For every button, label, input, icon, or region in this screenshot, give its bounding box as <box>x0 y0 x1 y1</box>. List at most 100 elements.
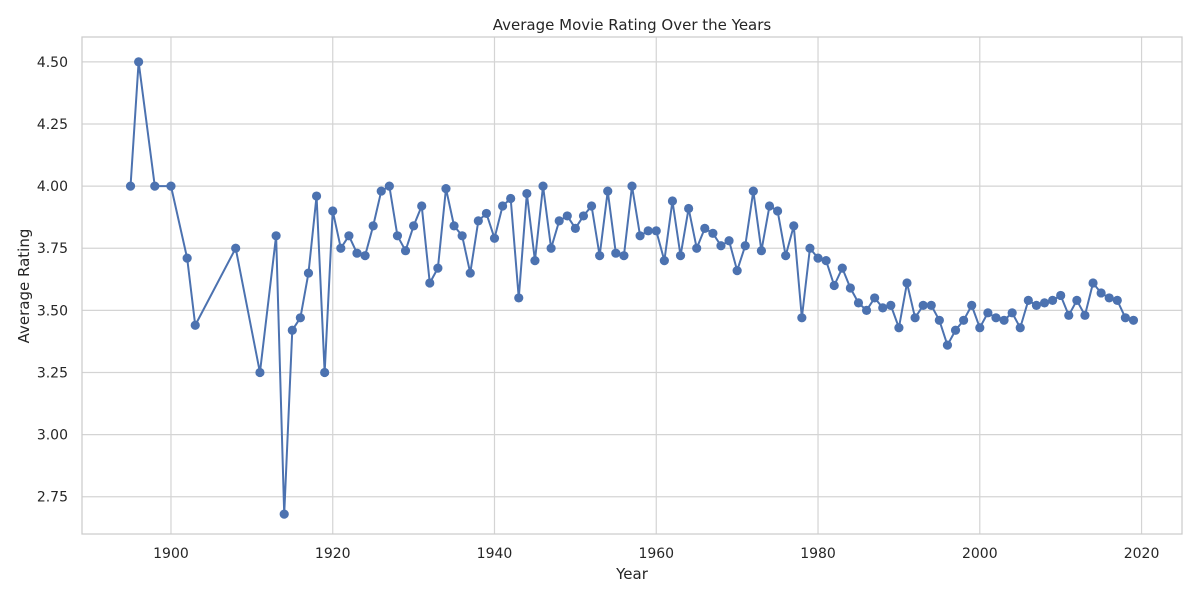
data-point <box>595 251 605 261</box>
data-point <box>1015 323 1025 333</box>
data-point <box>967 300 977 310</box>
data-point <box>481 208 492 219</box>
data-point <box>845 283 855 293</box>
data-point <box>514 293 524 303</box>
y-tick-label: 3.50 <box>37 303 68 319</box>
data-point <box>384 181 394 191</box>
data-point <box>465 268 475 278</box>
data-point <box>716 241 726 251</box>
data-point <box>166 181 176 191</box>
y-tick-label: 4.25 <box>37 117 68 133</box>
series-line <box>129 60 1134 516</box>
x-tick-label: 2020 <box>1124 546 1160 562</box>
data-point <box>1128 315 1139 325</box>
data-point <box>368 221 378 231</box>
data-point <box>1088 278 1098 288</box>
data-point <box>392 231 403 241</box>
data-point <box>425 278 435 288</box>
data-point <box>756 246 767 256</box>
data-point <box>506 193 516 204</box>
data-point <box>659 256 669 266</box>
y-tick-label: 4.50 <box>37 55 68 71</box>
data-point <box>441 183 451 194</box>
y-tick-label: 4.00 <box>37 179 68 195</box>
data-point <box>934 315 944 325</box>
data-point <box>837 263 847 273</box>
data-point <box>320 367 330 378</box>
data-point <box>150 181 160 191</box>
data-point <box>352 248 362 258</box>
y-tick-label: 3.25 <box>37 365 68 381</box>
data-point <box>918 300 928 310</box>
data-point <box>667 196 678 206</box>
data-point <box>878 303 888 313</box>
data-point <box>311 191 322 201</box>
data-point <box>554 216 564 226</box>
x-tick-label: 1940 <box>477 546 513 562</box>
data-point <box>942 340 953 350</box>
data-point <box>303 268 314 278</box>
data-point <box>708 228 718 238</box>
data-point <box>336 243 346 253</box>
data-point <box>497 201 508 211</box>
y-axis-label: Average Rating <box>15 229 33 344</box>
y-tick-label: 2.75 <box>37 490 68 506</box>
data-point <box>522 188 532 199</box>
data-point <box>870 293 880 303</box>
data-point <box>562 211 572 221</box>
data-point <box>853 298 864 308</box>
data-point <box>190 320 200 330</box>
y-tick-label: 3.75 <box>37 241 68 257</box>
data-point <box>1104 293 1114 303</box>
data-point <box>643 226 653 236</box>
data-point <box>457 231 467 241</box>
x-tick-labels: 1900 1920 1940 1960 1980 2000 2020 <box>153 546 1159 562</box>
data-point <box>578 211 589 221</box>
data-point <box>999 315 1009 325</box>
data-point <box>926 300 936 310</box>
data-point <box>611 248 621 258</box>
data-point <box>473 216 483 226</box>
data-point <box>360 251 370 261</box>
chart-title: Average Movie Rating Over the Years <box>493 16 772 34</box>
data-point <box>1072 295 1082 306</box>
data-point <box>813 253 823 263</box>
x-tick-label: 1960 <box>638 546 674 562</box>
data-point <box>603 186 613 196</box>
data-point <box>546 243 556 253</box>
data-point <box>894 323 904 333</box>
data-point <box>1120 313 1130 323</box>
data-point <box>1031 300 1042 310</box>
data-point <box>991 313 1001 323</box>
data-point <box>271 231 281 241</box>
data-point <box>1007 308 1017 318</box>
data-point <box>400 246 411 256</box>
data-point <box>586 201 597 211</box>
data-point <box>1023 295 1033 306</box>
data-point <box>1064 310 1074 320</box>
x-tick-label: 1980 <box>800 546 836 562</box>
data-point <box>409 221 419 231</box>
data-point <box>570 223 580 233</box>
data-point <box>489 233 500 243</box>
grid-lines <box>82 37 1182 534</box>
data-point <box>287 325 297 335</box>
data-point <box>910 313 920 323</box>
data-point <box>433 263 443 273</box>
data-point <box>805 243 815 253</box>
x-tick-label: 1920 <box>315 546 351 562</box>
data-point <box>740 241 750 251</box>
data-point <box>675 251 686 261</box>
y-tick-label: 3.00 <box>37 428 68 444</box>
data-point <box>983 308 993 318</box>
data-point <box>1080 310 1090 320</box>
data-point <box>1112 295 1122 306</box>
data-point <box>279 509 289 519</box>
data-point <box>328 206 338 216</box>
data-point <box>684 203 694 214</box>
data-point <box>829 280 839 291</box>
data-point <box>125 181 136 191</box>
data-point <box>950 325 961 335</box>
data-point <box>376 186 386 196</box>
